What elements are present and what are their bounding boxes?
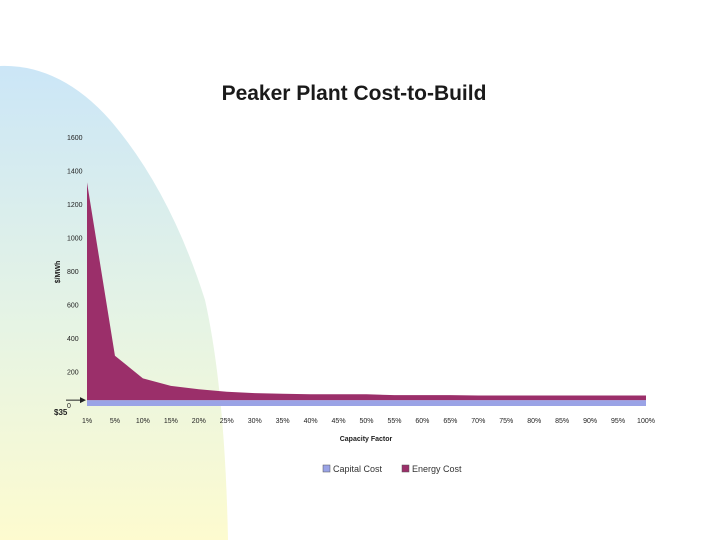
x-tick-label: 10% [136,418,150,425]
y-tick-label: 1400 [67,169,83,176]
x-tick-label: 50% [359,418,373,425]
y-axis-label: $/MWh [55,261,62,284]
y-axis-ticks: 0 200 400 600 800 1000 1200 1400 1600 [67,135,83,410]
x-tick-label: 35% [276,418,290,425]
x-axis-label: Capacity Factor [340,436,393,443]
x-tick-label: 20% [192,418,206,425]
x-tick-label: 1% [82,418,92,425]
y-tick-label: 400 [67,336,79,343]
x-tick-label: 25% [220,418,234,425]
x-tick-label: 5% [110,418,120,425]
x-tick-label: 75% [499,418,513,425]
annotation-label: $35 [54,408,68,417]
chart-title: Peaker Plant Cost-to-Build [222,82,487,105]
plot-areas [87,182,646,406]
x-tick-label: 90% [583,418,597,425]
x-tick-label: 100% [637,418,655,425]
x-tick-label: 70% [471,418,485,425]
x-tick-label: 80% [527,418,541,425]
annotation-arrow-head [80,397,86,404]
legend-label-capital-cost: Capital Cost [333,464,383,474]
legend-swatch-capital-cost [322,464,331,473]
y-tick-label: 1200 [67,202,83,209]
background-quarter-circle [0,65,228,540]
area-capital-cost [87,400,646,406]
x-tick-label: 65% [443,418,457,425]
x-axis-ticks: 1% 5% 10% 15% 20% 25% 30% 35% 40% 45% 50% 55% 60% 65%… [82,418,655,425]
y-tick-label: 800 [67,269,79,276]
x-tick-label: 40% [304,418,318,425]
x-tick-label: 45% [332,418,346,425]
y-tick-label: 1600 [67,135,83,142]
y-tick-label: 600 [67,303,79,310]
x-tick-label: 95% [611,418,625,425]
legend-label-energy-cost: Energy Cost [412,464,462,474]
x-tick-label: 15% [164,418,178,425]
area-energy-cost [87,182,646,401]
legend-swatch-energy-cost [401,464,410,473]
x-tick-label: 55% [387,418,401,425]
annotation-35: $35 [54,397,86,417]
x-tick-label: 85% [555,418,569,425]
x-tick-label: 60% [415,418,429,425]
y-tick-label: 0 [67,403,71,410]
y-tick-label: 1000 [67,236,83,243]
x-tick-label: 30% [248,418,262,425]
legend: Capital Cost Energy Cost [322,464,462,474]
y-tick-label: 200 [67,370,79,377]
